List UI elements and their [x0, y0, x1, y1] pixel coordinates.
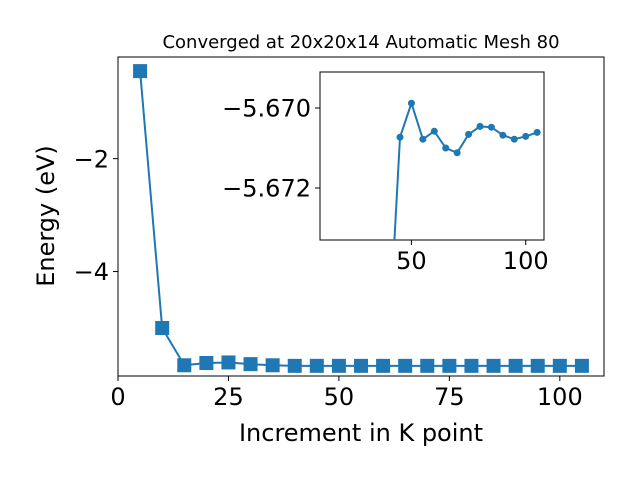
main-data-point	[398, 358, 413, 373]
main-data-point	[508, 358, 523, 373]
inset-data-point	[407, 99, 415, 107]
main-x-tick-label: 75	[434, 383, 465, 411]
inset-data-point	[396, 133, 404, 141]
main-data-point	[155, 321, 170, 336]
inset-data-point	[476, 122, 484, 130]
inset-data-point	[465, 130, 473, 138]
main-data-point	[287, 358, 302, 373]
inset-x-tick-label: 50	[396, 247, 427, 275]
main-data-point	[309, 358, 324, 373]
inset-data-point	[533, 128, 541, 136]
main-x-tick-label: 0	[110, 383, 125, 411]
inset-plot: 50 100 −5.672 −5.670	[222, 71, 549, 275]
main-data-point	[464, 358, 479, 373]
inset-y-tick-label: −5.672	[222, 175, 311, 203]
main-data-point	[486, 358, 501, 373]
inset-data-point	[522, 132, 530, 140]
main-data-point	[574, 358, 589, 373]
inset-data-point	[419, 135, 427, 143]
main-data-point	[552, 358, 567, 373]
main-y-tick-label: −2	[74, 145, 109, 173]
main-data-point	[177, 358, 192, 373]
main-data-point	[265, 358, 280, 373]
inset-data-point	[499, 131, 507, 139]
main-y-tick-label: −4	[74, 258, 109, 286]
main-data-point	[243, 357, 258, 372]
chart-title: Converged at 20x20x14 Automatic Mesh 80	[162, 32, 559, 53]
inset-data-point	[442, 144, 450, 152]
main-data-point	[133, 64, 148, 79]
main-x-tick-label: 25	[213, 383, 244, 411]
main-x-tick-label: 100	[537, 383, 583, 411]
main-data-point	[354, 358, 368, 373]
inset-data-point	[430, 127, 438, 135]
main-data-point	[331, 358, 346, 373]
inset-data-point	[510, 135, 518, 143]
main-x-tick-label: 50	[324, 383, 355, 411]
main-data-point	[420, 358, 435, 373]
y-axis-label: Energy (eV)	[32, 145, 60, 287]
inset-series-group	[393, 99, 541, 240]
main-data-point	[221, 355, 236, 370]
inset-frame	[319, 71, 545, 241]
main-data-point	[199, 356, 214, 371]
inset-data-point	[453, 149, 461, 157]
inset-x-tick-label: 100	[503, 247, 549, 275]
main-data-point	[376, 358, 391, 373]
main-data-point	[530, 358, 545, 373]
x-axis-label: Increment in K point	[239, 419, 483, 447]
main-series-group	[133, 64, 589, 373]
main-data-point	[442, 358, 457, 373]
inset-y-tick-label: −5.670	[222, 95, 311, 123]
inset-data-point	[487, 123, 495, 131]
